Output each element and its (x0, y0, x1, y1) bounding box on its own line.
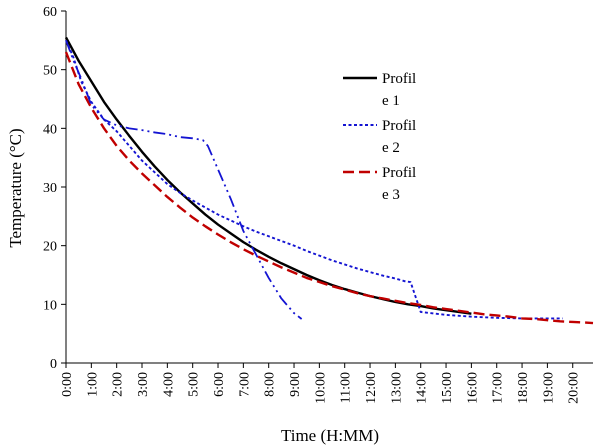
x-tick-label: 11:00 (339, 372, 354, 403)
x-tick-label: 9:00 (288, 372, 303, 397)
legend-label-1: Profil (382, 71, 416, 87)
x-tick-label: 16:00 (465, 372, 480, 404)
y-tick-label: 30 (43, 181, 57, 196)
legend-label-2: Profil (382, 118, 416, 134)
legend-label-1: e 1 (382, 93, 400, 109)
series-line-4 (65, 40, 303, 320)
x-tick-label: 17:00 (491, 372, 506, 404)
x-ticks: 0:00 1:00 2:00 3:00 4:00 5:00 6:00 7:00 8:00 9:00… (60, 363, 582, 404)
y-ticks: 0 10 20 30 40 50 60 (43, 5, 66, 372)
x-axis-title: Time (H:MM) (281, 426, 379, 445)
x-tick-label: 8:00 (263, 372, 278, 397)
x-tick-label: 20:00 (567, 372, 582, 404)
x-tick-label: 4:00 (161, 372, 176, 397)
legend: Profil e 1 Profil e 2 Profil e 3 (343, 71, 416, 203)
x-tick-label: 6:00 (212, 372, 227, 397)
legend-label-2: e 2 (382, 140, 400, 156)
x-tick-label: 12:00 (364, 372, 379, 404)
x-tick-label: 5:00 (187, 372, 202, 397)
x-tick-label: 1:00 (85, 372, 100, 397)
y-tick-label: 10 (43, 298, 57, 313)
legend-label-3: e 3 (382, 187, 400, 203)
y-tick-label: 40 (43, 122, 57, 137)
y-tick-label: 0 (50, 357, 57, 372)
series-line-2 (65, 39, 563, 320)
y-tick-label: 50 (43, 64, 57, 79)
x-tick-label: 18:00 (516, 372, 531, 404)
x-tick-label: 3:00 (136, 372, 151, 397)
y-tick-label: 60 (43, 5, 57, 20)
x-tick-label: 2:00 (111, 372, 126, 397)
plot-area: 0 10 20 30 40 50 60 0:00 1:00 2:00 3:00 4:00 5:00 6:… (43, 5, 594, 404)
x-tick-label: 0:00 (60, 372, 75, 397)
x-tick-label: 7:00 (237, 372, 252, 397)
x-tick-label: 19:00 (541, 372, 556, 404)
series-layer (64, 36, 594, 325)
y-tick-label: 20 (43, 240, 57, 255)
x-tick-label: 10:00 (313, 372, 328, 404)
x-tick-label: 15:00 (440, 372, 455, 404)
series-line-3 (64, 51, 594, 325)
x-tick-label: 14:00 (415, 372, 430, 404)
legend-label-3: Profil (382, 165, 416, 181)
x-tick-label: 13:00 (389, 372, 404, 404)
y-axis-title: Temperature (°C) (6, 128, 25, 247)
